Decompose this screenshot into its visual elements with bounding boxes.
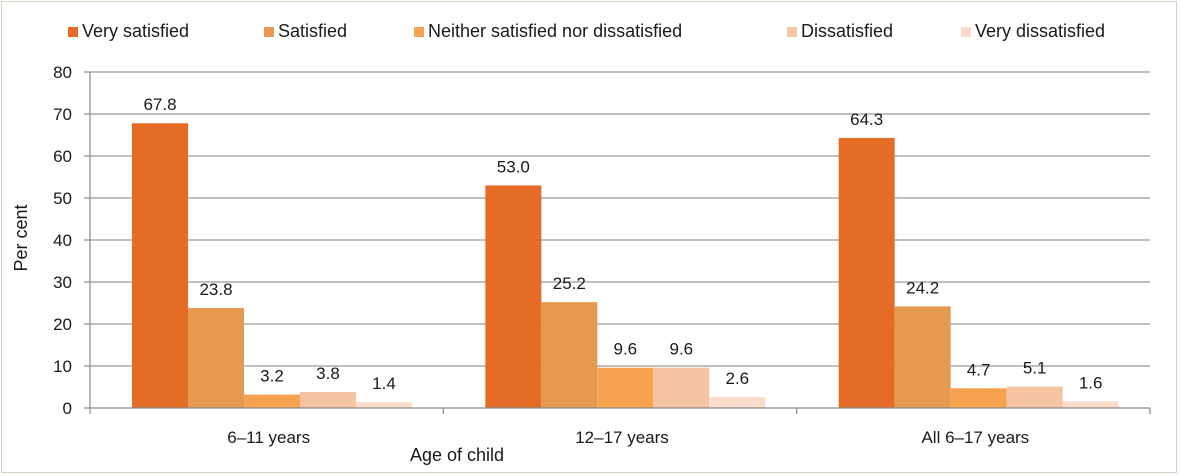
y-tick-label: 10	[53, 357, 72, 376]
legend-item-dissatisfied: Dissatisfied	[787, 21, 893, 42]
legend-swatch	[414, 26, 424, 37]
data-label: 24.2	[906, 278, 939, 297]
legend-item-very-dissatisfied: Very dissatisfied	[961, 21, 1105, 42]
axes: 0 10 20 30 40 50 60 70 80 6–11 years 12–17 years Al…	[53, 63, 1151, 447]
y-tick-label: 50	[53, 189, 72, 208]
legend: Very satisfied Satisfied Neither satisfi…	[0, 21, 1180, 45]
bar	[838, 137, 895, 408]
data-label: 9.6	[670, 340, 694, 359]
bar	[485, 185, 542, 408]
x-tick-label: All 6–17 years	[921, 428, 1029, 447]
bar	[709, 397, 766, 408]
data-label: 64.3	[850, 110, 883, 129]
x-tick-label: 12–17 years	[575, 428, 669, 447]
bar	[541, 302, 598, 408]
legend-label: Satisfied	[278, 21, 348, 41]
legend-item-very-satisfied: Very satisfied	[68, 21, 189, 42]
bar	[894, 306, 951, 408]
data-label: 23.8	[199, 280, 232, 299]
data-label: 5.1	[1023, 359, 1047, 378]
data-label: 9.6	[614, 340, 638, 359]
data-label: 67.8	[143, 95, 176, 114]
bars	[132, 123, 1119, 409]
bar	[1006, 386, 1063, 408]
bar	[950, 388, 1007, 408]
legend-swatch	[264, 26, 274, 37]
legend-swatch	[961, 26, 971, 37]
data-label: 1.6	[1079, 373, 1103, 392]
data-label: 1.4	[372, 374, 396, 393]
bar	[244, 394, 300, 408]
data-label: 4.7	[967, 360, 991, 379]
data-label: 3.2	[260, 367, 284, 386]
legend-label: Neither satisfied nor dissatisfied	[428, 21, 683, 41]
bar	[653, 367, 710, 408]
legend-item-satisfied: Satisfied	[264, 21, 347, 42]
legend-item-neither: Neither satisfied nor dissatisfied	[414, 21, 682, 42]
y-tick-label: 20	[53, 315, 72, 334]
bar	[188, 308, 244, 408]
bar	[597, 367, 654, 408]
bar	[1062, 401, 1119, 408]
y-tick-label: 40	[53, 231, 72, 250]
data-label: 25.2	[553, 274, 586, 293]
y-tick-label: 60	[53, 147, 72, 166]
data-label: 3.8	[316, 364, 340, 383]
y-axis-title: Per cent	[11, 204, 31, 271]
x-axis-title: Age of child	[410, 445, 504, 465]
bar	[356, 402, 412, 408]
legend-label: Very dissatisfied	[975, 21, 1106, 41]
legend-swatch	[68, 26, 78, 37]
y-tick-label: 30	[53, 273, 72, 292]
bar	[300, 392, 356, 408]
y-tick-label: 70	[53, 105, 72, 124]
legend-label: Very satisfied	[82, 21, 190, 41]
legend-label: Dissatisfied	[801, 21, 894, 41]
data-label: 53.0	[497, 157, 530, 176]
bar	[132, 123, 188, 409]
data-label: 2.6	[726, 369, 750, 388]
x-tick-label: 6–11 years	[227, 428, 310, 447]
y-tick-label: 80	[53, 63, 72, 82]
gridlines	[90, 71, 1150, 367]
data-labels: 67.8 23.8 3.2 3.8 1.4 53.0 25.2 9.6 9.6 2.6 64.3 24…	[143, 95, 1102, 393]
legend-swatch	[787, 26, 797, 37]
y-tick-label: 0	[63, 399, 72, 418]
